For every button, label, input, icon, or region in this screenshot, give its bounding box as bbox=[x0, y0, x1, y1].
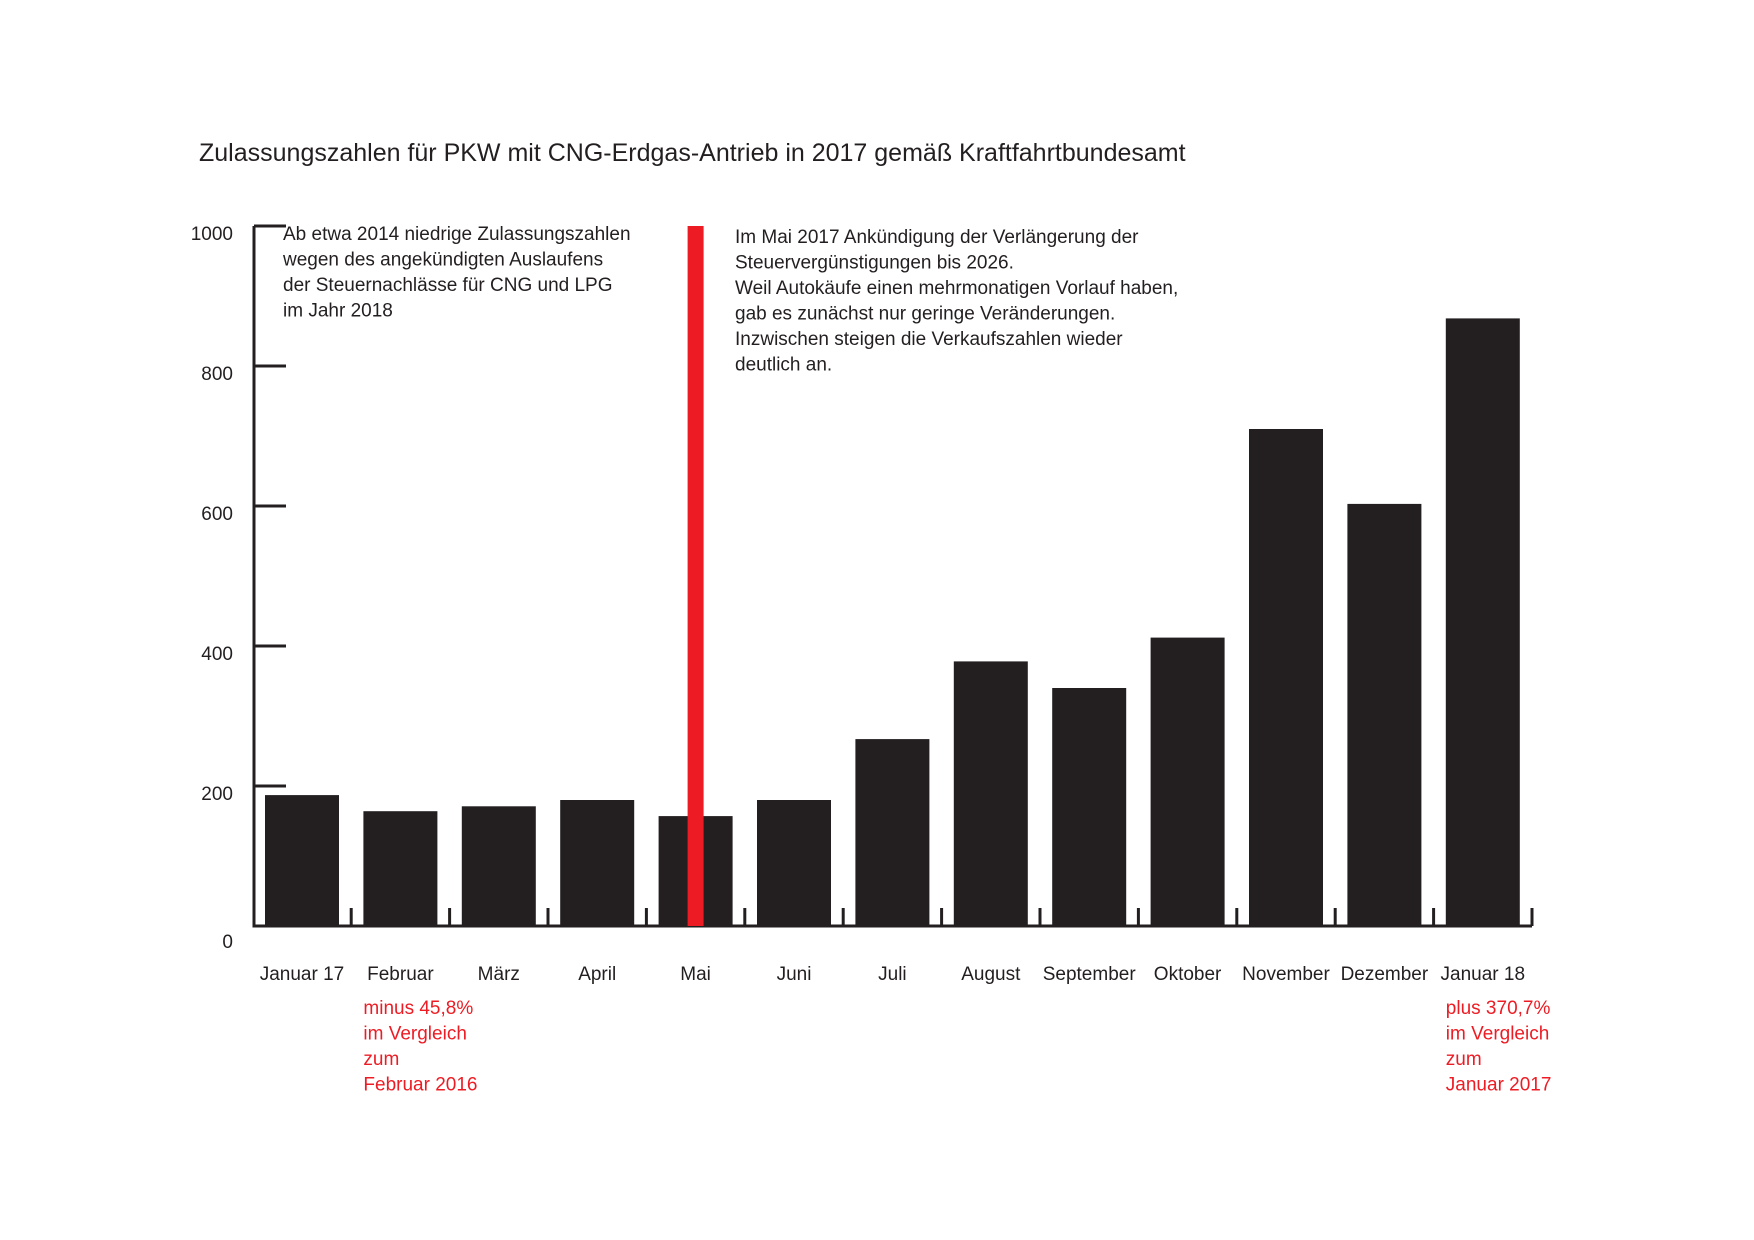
y-tick-label: 1000 bbox=[191, 224, 233, 245]
marker-bar bbox=[687, 226, 704, 926]
bar bbox=[1347, 503, 1422, 926]
chart-title: Zulassungszahlen für PKW mit CNG-Erdgas-… bbox=[199, 139, 1186, 167]
y-tick-label: 400 bbox=[201, 644, 233, 665]
x-tick-label: Juni bbox=[777, 964, 812, 985]
x-tick-label: Oktober bbox=[1154, 964, 1222, 985]
note-center: Im Mai 2017 Ankündigung der Verlängerung… bbox=[735, 227, 1178, 376]
y-tick-label: 600 bbox=[201, 504, 233, 525]
note-january-18: plus 370,7% im Vergleich zum Januar 2017 bbox=[1446, 998, 1552, 1096]
bar bbox=[855, 739, 930, 926]
bar bbox=[1249, 429, 1323, 926]
bars bbox=[265, 318, 1520, 926]
may-marker bbox=[687, 226, 704, 926]
note-february: minus 45,8% im Vergleich zum Februar 2016 bbox=[363, 998, 477, 1096]
x-tick-label: September bbox=[1043, 964, 1137, 985]
x-tick-label: Mai bbox=[680, 964, 711, 985]
bar bbox=[560, 800, 635, 926]
x-tick-label: Dezember bbox=[1341, 964, 1429, 985]
bar bbox=[757, 800, 831, 926]
y-tick-label: 0 bbox=[222, 932, 233, 953]
x-axis: Januar 17 Februar März April Mai Juni Juli Augu… bbox=[254, 908, 1534, 985]
bar bbox=[265, 795, 339, 926]
x-tick-label: April bbox=[578, 964, 616, 985]
bar bbox=[363, 811, 438, 926]
bar bbox=[1445, 318, 1520, 926]
x-tick-label: März bbox=[478, 964, 520, 985]
x-tick-label: November bbox=[1242, 964, 1330, 985]
note-left: Ab etwa 2014 niedrige Zulassungszahlen we… bbox=[282, 224, 631, 322]
bar bbox=[953, 661, 1028, 926]
annotations: Ab etwa 2014 niedrige Zulassungszahlen we… bbox=[282, 224, 1551, 1096]
x-tick-label: Februar bbox=[367, 964, 434, 985]
y-tick-label: 200 bbox=[201, 784, 233, 805]
x-tick-label: Januar 17 bbox=[260, 964, 345, 985]
bar bbox=[1150, 637, 1225, 926]
x-tick-label: August bbox=[961, 964, 1021, 985]
y-axis: 0 200 400 600 800 1000 bbox=[191, 224, 286, 953]
x-tick-label: Januar 18 bbox=[1441, 964, 1526, 985]
bar bbox=[1052, 688, 1127, 926]
bar bbox=[461, 806, 536, 926]
x-tick-label: Juli bbox=[878, 964, 907, 985]
y-tick-label: 800 bbox=[201, 364, 233, 385]
